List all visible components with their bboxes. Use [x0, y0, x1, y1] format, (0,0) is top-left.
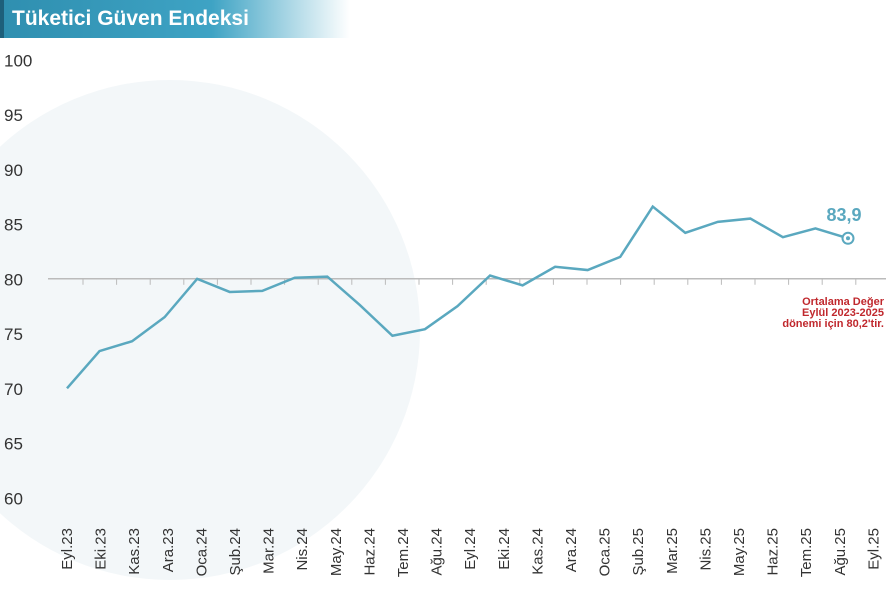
- y-tick-label: 70: [4, 380, 23, 399]
- y-tick-label: 65: [4, 435, 23, 454]
- y-tick-label: 90: [4, 161, 23, 180]
- x-tick-label: Eki.24: [496, 528, 513, 570]
- end-marker-dot: [846, 236, 850, 241]
- x-tick-label: May.24: [328, 528, 345, 576]
- x-tick-label: Nis.25: [697, 528, 714, 571]
- y-tick-label: 85: [4, 216, 23, 235]
- x-tick-label: Nis.24: [294, 528, 311, 571]
- annotation: dönemi için 80,2'tir.: [782, 318, 884, 330]
- chart-title: Tüketici Güven Endeksi: [12, 7, 249, 30]
- y-tick-label: 95: [4, 106, 23, 125]
- x-tick-label: Ağu.24: [429, 528, 446, 576]
- title-banner: Tüketici Güven Endeksi: [0, 0, 350, 38]
- data-label: 83,9: [826, 205, 861, 225]
- x-tick-label: Eki.23: [93, 528, 110, 570]
- x-tick-label: Haz.25: [765, 528, 782, 576]
- x-tick-label: Eyl.24: [462, 528, 479, 570]
- x-tick-label: Mar.25: [664, 528, 681, 574]
- x-tick-label: Oca.24: [193, 528, 210, 576]
- x-tick-label: Şub.25: [630, 528, 647, 576]
- x-tick-label: Mar.24: [261, 528, 278, 574]
- x-tick-label: Ara.23: [160, 528, 177, 572]
- x-tick-label: Eyl.23: [59, 528, 76, 570]
- x-tick-label: Eyl.25: [865, 528, 882, 570]
- x-tick-label: Kas.24: [529, 528, 546, 575]
- y-tick-label: 80: [4, 270, 23, 289]
- x-tick-label: Ara.24: [563, 528, 580, 572]
- x-tick-label: Tem.25: [798, 528, 815, 577]
- x-tick-label: May.25: [731, 528, 748, 576]
- x-tick-label: Haz.24: [361, 528, 378, 576]
- watermark: [0, 80, 420, 580]
- y-tick-label: 60: [4, 489, 23, 508]
- annotation: Eylül 2023-2025: [802, 307, 884, 319]
- x-tick-label: Oca.25: [597, 528, 614, 576]
- line: [66, 204, 849, 390]
- x-tick-label: Ağu.25: [832, 528, 849, 576]
- x-tick-label: Tem.24: [395, 528, 412, 577]
- y-tick-label: 100: [4, 51, 32, 70]
- x-tick-label: Kas.23: [126, 528, 143, 575]
- y-tick-label: 75: [4, 325, 23, 344]
- x-tick-label: Şub.24: [227, 528, 244, 576]
- annotation: Ortalama Değer: [802, 296, 885, 308]
